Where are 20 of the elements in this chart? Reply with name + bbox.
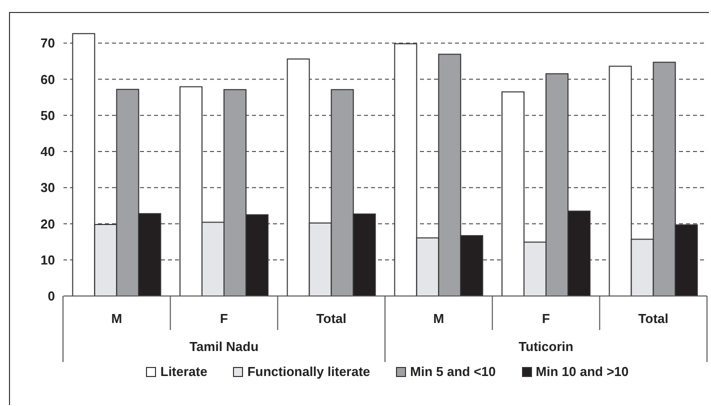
text: Tamil Nadu	[189, 339, 259, 354]
y-tick-label: 0	[48, 288, 55, 304]
y-tick-label: 30	[40, 180, 55, 196]
x-tick-label: M	[433, 311, 444, 326]
x-tick-label: F	[542, 311, 550, 326]
text: Tuticorin	[518, 339, 574, 354]
legend-label: Functionally literate	[247, 364, 370, 379]
y-tick-label: 50	[40, 108, 55, 123]
x-tick-label: Total	[316, 311, 346, 326]
x-tick-label: Total	[638, 311, 668, 326]
y-tick-label: 20	[40, 216, 55, 232]
legend-label: Min 5 and <10	[410, 364, 496, 379]
legend-label: Literate	[160, 364, 208, 379]
y-tick-label: 70	[40, 36, 55, 51]
x-tick-label: F	[220, 311, 228, 326]
legend-label: Min 10 and >10	[536, 364, 629, 379]
y-tick-label: 10	[40, 252, 55, 268]
y-tick-label: 40	[40, 144, 55, 160]
x-tick-label: M	[111, 311, 122, 326]
y-tick-label: 60	[40, 72, 55, 87]
